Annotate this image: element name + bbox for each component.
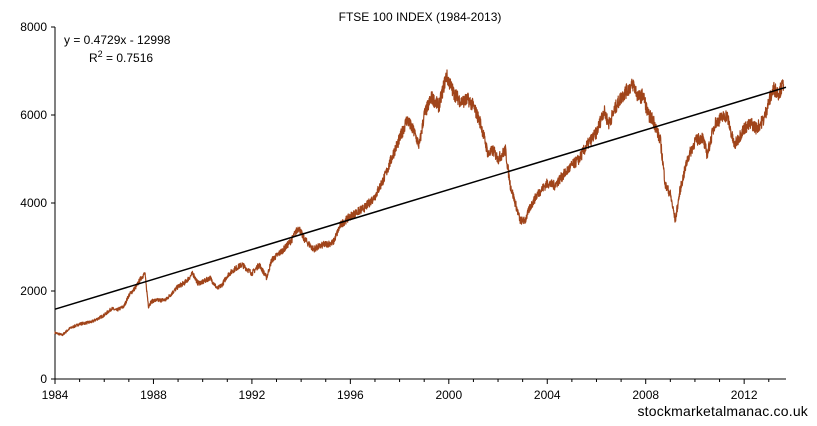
x-tick-label: 1992: [239, 388, 266, 402]
linear-trendline: [54, 86, 787, 310]
ftse-index-line: [54, 69, 785, 337]
x-tick-label: 1996: [337, 388, 364, 402]
chart-title: FTSE 100 INDEX (1984-2013): [339, 10, 502, 24]
x-tick-label: 2004: [534, 388, 561, 402]
r-squared-value: = 0.7516: [103, 51, 154, 65]
x-tick-label: 1984: [42, 388, 69, 402]
x-tick-label: 2012: [731, 388, 758, 402]
watermark: stockmarketalmanac.co.uk: [637, 403, 808, 419]
x-tick-label: 1988: [140, 388, 167, 402]
r-squared-superscript: 2: [98, 49, 103, 59]
y-tick-label: 4000: [20, 196, 47, 210]
equation-text: y = 0.4729x - 12998: [64, 33, 171, 47]
y-tick-label: 6000: [20, 108, 47, 122]
x-tick-label: 2008: [632, 388, 659, 402]
r-squared-prefix: R: [89, 51, 98, 65]
trendline-equation: y = 0.4729x - 12998 R2 = 0.7516: [64, 33, 171, 65]
y-tick-label: 0: [40, 372, 47, 386]
x-tick-label: 2000: [435, 388, 462, 402]
y-ticks: 0 2000 4000 6000 8000: [20, 20, 55, 386]
y-tick-label: 8000: [20, 20, 47, 34]
series-layer: [54, 69, 787, 337]
axes: [54, 27, 786, 380]
x-ticks: 1984 1988 1992 1996 2000 2004 2008 2012: [42, 379, 770, 402]
r-squared-text: R2 = 0.7516: [89, 49, 153, 65]
y-tick-label: 2000: [20, 284, 47, 298]
